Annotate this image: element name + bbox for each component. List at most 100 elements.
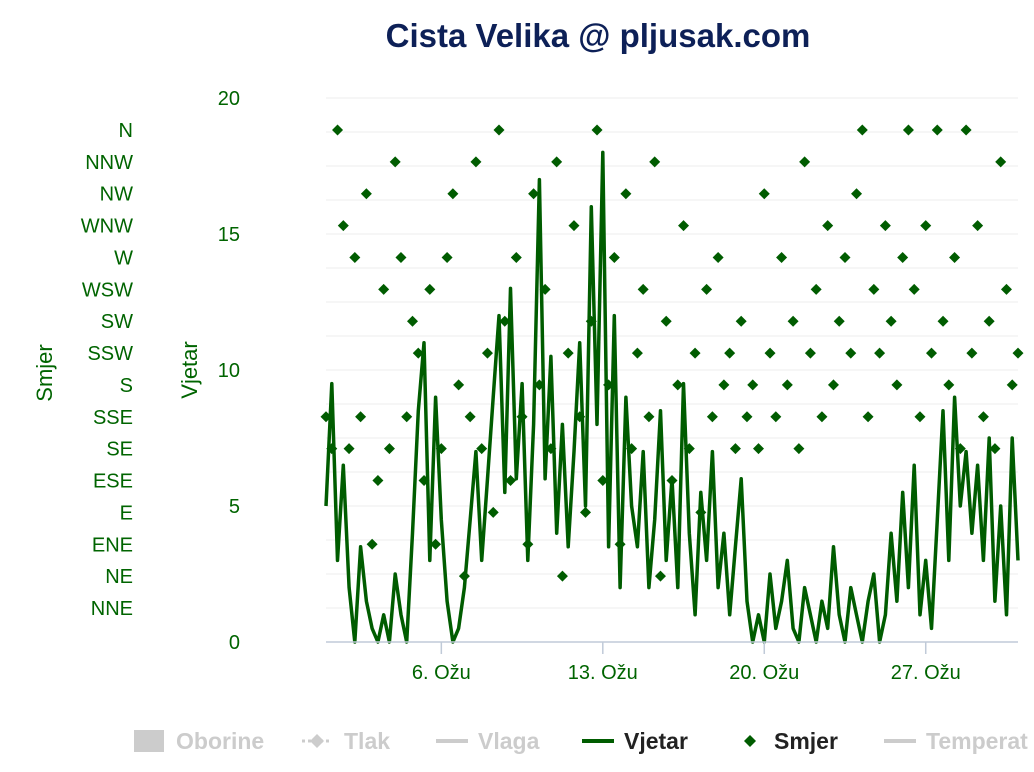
smjer-point	[706, 411, 718, 423]
smjer-point	[493, 124, 505, 136]
smjer-point	[804, 347, 816, 359]
smjer-point	[654, 570, 666, 582]
smjer-point	[770, 411, 782, 423]
smjer-point	[453, 379, 465, 391]
vjetar-series-line	[324, 150, 1020, 644]
legend-item-vjetar: Vjetar	[582, 728, 688, 754]
vjetar-axis-title: Vjetar	[177, 341, 202, 398]
smjer-point	[793, 443, 805, 455]
smjer-point	[580, 506, 591, 518]
legend-item-vlaga: Vlaga	[436, 728, 540, 754]
smjer-point	[787, 315, 799, 327]
smjer-point	[360, 188, 372, 200]
smjer-point	[464, 411, 476, 423]
smjer-axis-ticks: NNE NE ENE E ESE SE SSE S SSW SW WSW W WNW NW NNW N	[81, 120, 133, 620]
smjer-point	[885, 315, 897, 327]
smjer-point	[799, 156, 811, 168]
legend-label: Tlak	[344, 728, 390, 754]
smjer-point	[332, 124, 344, 136]
smjer-point	[366, 538, 378, 550]
smjer-point	[949, 251, 961, 263]
smjer-tick-label: NE	[105, 566, 133, 588]
smjer-tick-label: NNW	[85, 152, 133, 174]
smjer-point	[827, 379, 839, 391]
plot-area	[320, 124, 1024, 644]
legend-item-oborine: Oborine	[134, 728, 264, 754]
smjer-point	[343, 443, 355, 455]
smjer-point	[389, 156, 401, 168]
x-tick-label: 20. Ožu	[729, 662, 799, 684]
smjer-point	[401, 411, 413, 423]
smjer-point	[424, 283, 436, 295]
smjer-point	[902, 124, 914, 136]
smjer-point	[441, 251, 453, 263]
smjer-point	[862, 411, 874, 423]
smjer-tick-label: SW	[101, 311, 133, 333]
smjer-point	[781, 379, 793, 391]
smjer-point	[562, 347, 574, 359]
smjer-point	[631, 347, 643, 359]
smjer-point	[551, 156, 563, 168]
smjer-point	[499, 315, 511, 327]
smjer-point	[758, 188, 770, 200]
smjer-point	[989, 443, 1001, 455]
smjer-point	[983, 315, 995, 327]
smjer-point	[660, 315, 672, 327]
smjer-point	[383, 443, 395, 455]
legend-area-icon	[134, 730, 164, 752]
smjer-point	[845, 347, 857, 359]
smjer-point	[476, 443, 488, 455]
smjer-point	[407, 315, 418, 327]
smjer-point	[649, 156, 661, 168]
smjer-point	[735, 315, 747, 327]
smjer-tick-label: SE	[106, 439, 133, 461]
smjer-point	[372, 475, 384, 487]
smjer-point	[764, 347, 776, 359]
smjer-point	[620, 188, 632, 200]
smjer-tick-label: E	[120, 502, 133, 524]
smjer-point	[556, 570, 568, 582]
smjer-point	[729, 443, 741, 455]
smjer-point	[349, 251, 361, 263]
legend-label: Temperat	[926, 728, 1028, 754]
legend-label: Vjetar	[624, 728, 688, 754]
smjer-series	[320, 124, 1024, 582]
legend-item-smjer: Smjer	[744, 728, 838, 754]
legend-label: Smjer	[774, 728, 838, 754]
smjer-point	[430, 538, 442, 550]
smjer-point	[528, 188, 540, 200]
smjer-point	[972, 220, 984, 232]
smjer-tick-label: S	[120, 375, 133, 397]
smjer-point	[1012, 347, 1024, 359]
legend: Oborine Tlak Vlaga Vjetar Smjer Temperat	[134, 728, 1028, 754]
smjer-point	[470, 156, 482, 168]
chart-title: Cista Velika @ pljusak.com	[386, 17, 811, 54]
legend-item-tlak: Tlak	[302, 728, 390, 754]
smjer-point	[897, 251, 909, 263]
smjer-point	[637, 283, 649, 295]
smjer-point	[816, 411, 828, 423]
smjer-point	[874, 347, 886, 359]
smjer-point	[879, 220, 891, 232]
smjer-point	[355, 411, 367, 423]
smjer-tick-label: N	[119, 120, 133, 142]
smjer-point	[505, 475, 517, 487]
smjer-tick-label: SSW	[87, 343, 133, 365]
grid-lines	[326, 97, 1018, 609]
smjer-tick-label: NNE	[91, 598, 133, 620]
smjer-point	[1006, 379, 1018, 391]
legend-label: Vlaga	[478, 728, 540, 754]
smjer-point	[510, 251, 522, 263]
smjer-point	[960, 124, 972, 136]
smjer-point	[839, 251, 851, 263]
vjetar-tick-label: 20	[218, 88, 240, 110]
smjer-point	[810, 283, 822, 295]
smjer-tick-label: W	[114, 247, 133, 269]
smjer-point	[412, 347, 424, 359]
smjer-point	[868, 283, 880, 295]
x-tick-label: 27. Ožu	[891, 662, 961, 684]
smjer-point	[718, 379, 730, 391]
smjer-point	[447, 188, 459, 200]
smjer-point	[689, 347, 701, 359]
smjer-point	[678, 220, 690, 232]
